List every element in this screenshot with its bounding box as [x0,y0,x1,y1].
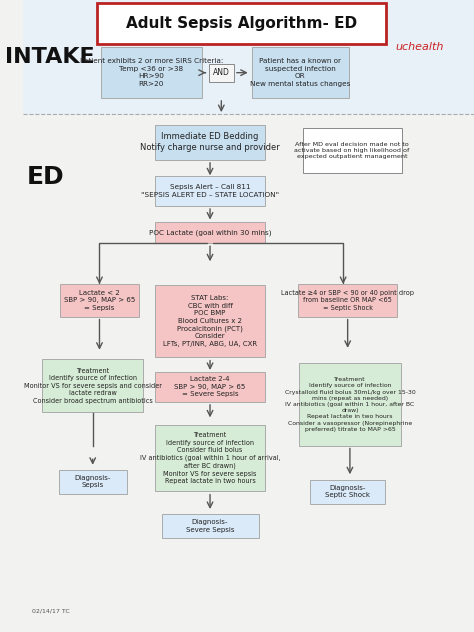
Text: Sepsis Alert – Call 811
"SEPSIS ALERT ED – STATE LOCATION": Sepsis Alert – Call 811 "SEPSIS ALERT ED… [141,184,279,198]
Text: Lactate < 2
SBP > 90, MAP > 65
= Sepsis: Lactate < 2 SBP > 90, MAP > 65 = Sepsis [64,289,135,311]
FancyBboxPatch shape [298,284,397,317]
Text: INTAKE: INTAKE [5,47,95,67]
FancyBboxPatch shape [155,222,265,243]
Text: STAT Labs:
CBC with diff
POC BMP
Blood Cultures x 2
Procalcitonin (PCT)
Consider: STAT Labs: CBC with diff POC BMP Blood C… [163,295,257,347]
FancyBboxPatch shape [100,47,202,98]
FancyBboxPatch shape [252,47,349,98]
FancyBboxPatch shape [59,470,127,494]
Text: Patient has a known or
suspected infection
OR
New mental status changes: Patient has a known or suspected infecti… [250,58,350,87]
Text: Lactate ≥4 or SBP < 90 or 40 point drop
from baseline OR MAP <65
= Septic Shock: Lactate ≥4 or SBP < 90 or 40 point drop … [281,289,414,311]
FancyBboxPatch shape [155,125,265,159]
Text: Treatment
Identify source of infection
Crystalloid fluid bolus 30mL/kg over 15-3: Treatment Identify source of infection C… [284,377,415,432]
FancyBboxPatch shape [97,3,386,44]
Text: Diagnosis-
Sepsis: Diagnosis- Sepsis [74,475,111,489]
Text: Treatment
Identify source of infection
Consider fluid bolus
IV antibiotics (goal: Treatment Identify source of infection C… [140,432,280,484]
Text: After MD eval decision made not to
activate based on high likelihood of
expected: After MD eval decision made not to activ… [294,142,410,159]
FancyBboxPatch shape [209,64,234,82]
Text: Diagnosis-
Severe Sepsis: Diagnosis- Severe Sepsis [186,519,234,533]
Text: Lactate 2-4
SBP > 90, MAP > 65
= Severe Sepsis: Lactate 2-4 SBP > 90, MAP > 65 = Severe … [174,376,246,398]
Text: Diagnosis-
Septic Shock: Diagnosis- Septic Shock [325,485,370,499]
Text: Patient exhibits 2 or more SIRS Criteria:
Temp <36 or >38
HR>90
RR>20: Patient exhibits 2 or more SIRS Criteria… [80,58,223,87]
Text: AND: AND [213,68,230,77]
FancyBboxPatch shape [155,372,265,402]
FancyBboxPatch shape [60,284,139,317]
Text: uchealth: uchealth [396,42,444,52]
FancyBboxPatch shape [23,0,474,114]
Text: Immediate ED Bedding
Notify charge nurse and provider: Immediate ED Bedding Notify charge nurse… [140,132,280,152]
FancyBboxPatch shape [162,514,258,538]
FancyBboxPatch shape [155,425,265,492]
FancyBboxPatch shape [310,480,385,504]
FancyBboxPatch shape [299,363,401,446]
FancyBboxPatch shape [155,284,265,358]
Text: POC Lactate (goal within 30 mins): POC Lactate (goal within 30 mins) [149,229,271,236]
Text: Adult Sepsis Algorithm- ED: Adult Sepsis Algorithm- ED [126,16,357,31]
FancyBboxPatch shape [155,176,265,206]
Text: 02/14/17 TC: 02/14/17 TC [32,608,70,613]
Text: ED: ED [27,165,64,189]
Text: Treatment
Identify source of infection
Monitor VS for severe sepsis and consider: Treatment Identify source of infection M… [24,368,162,403]
FancyBboxPatch shape [42,358,144,412]
FancyBboxPatch shape [302,128,402,173]
